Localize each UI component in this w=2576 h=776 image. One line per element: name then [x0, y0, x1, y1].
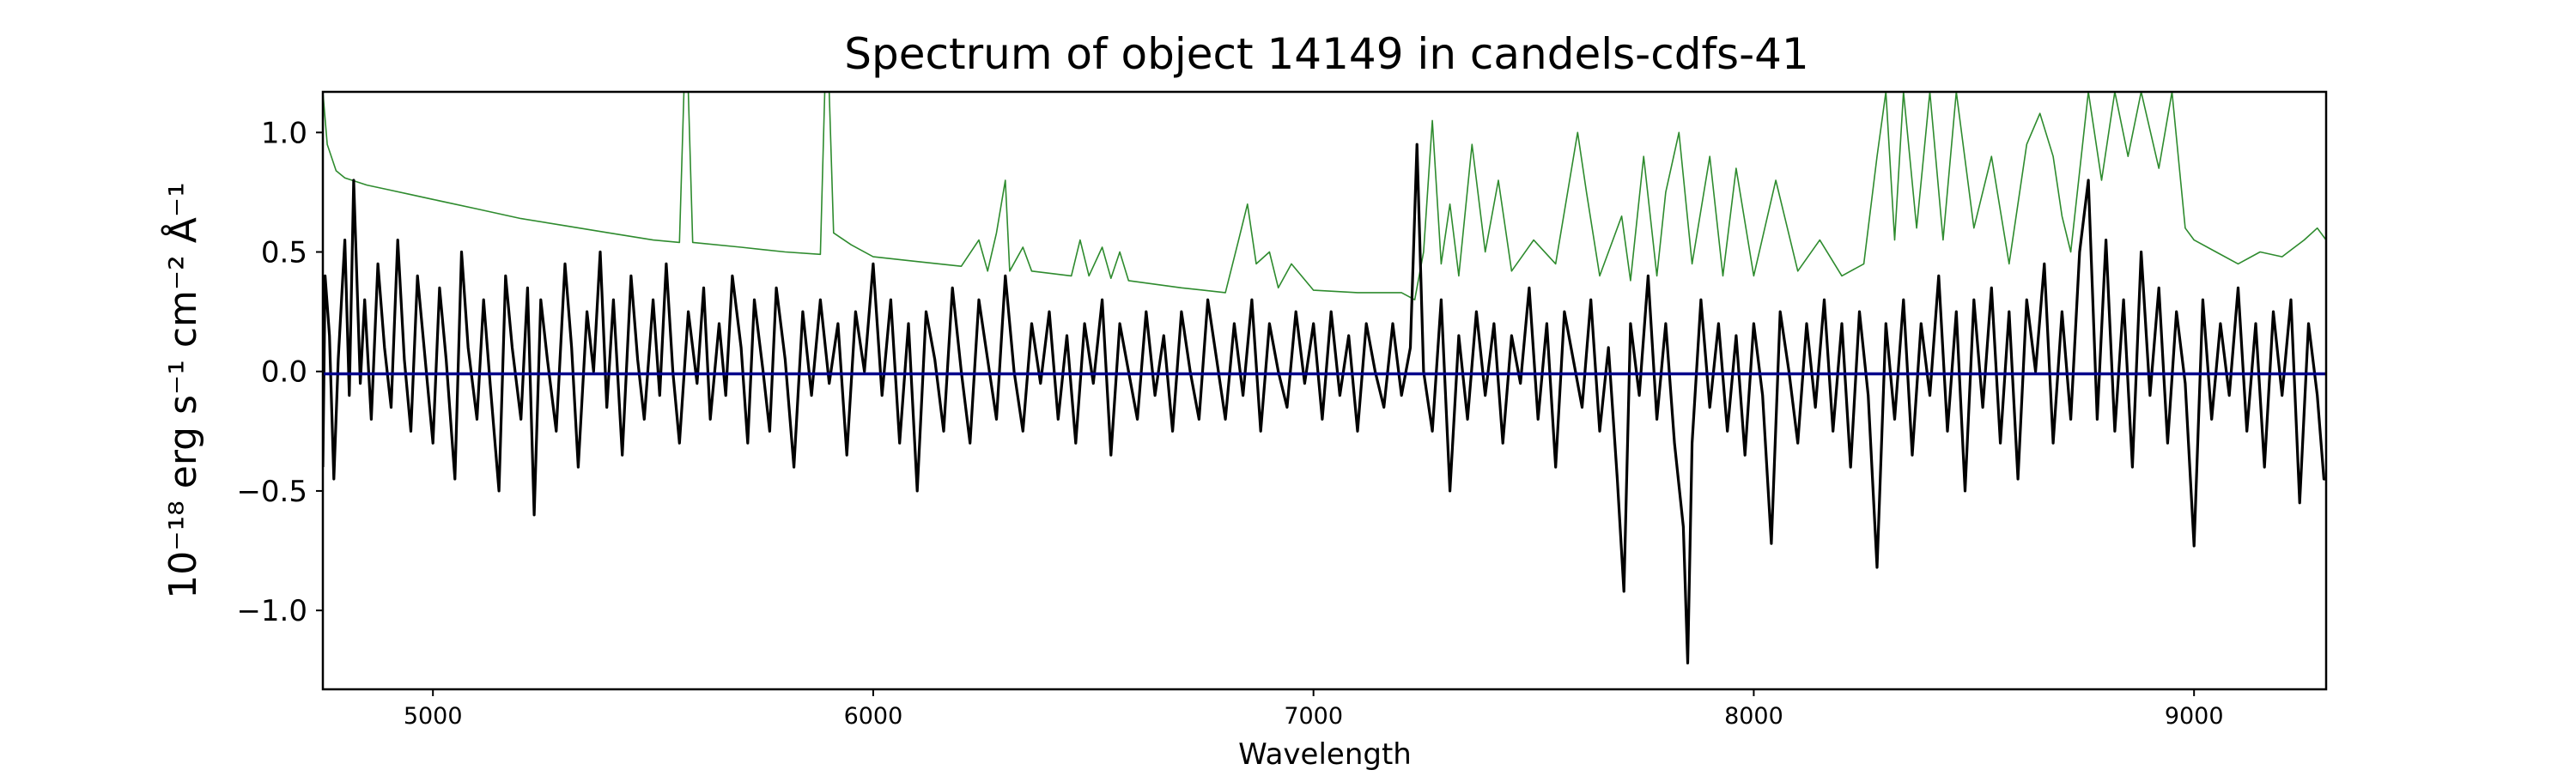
- x-tick-label: 8000: [1724, 703, 1783, 730]
- y-tick-label: 1.0: [261, 116, 307, 150]
- chart-title: Spectrum of object 14149 in candels-cdfs…: [844, 29, 1809, 79]
- plot-frame: [321, 90, 2328, 691]
- y-axis: −1.0 −0.5 0.0 0.5 1.0: [236, 116, 323, 628]
- x-axis-title: Wavelength: [1238, 737, 1412, 772]
- x-tick-label: 7000: [1284, 703, 1343, 730]
- x-tick-label: 5000: [404, 703, 463, 730]
- error-series-line: [323, 92, 2326, 301]
- y-tick-label: −0.5: [236, 475, 307, 509]
- x-axis: 5000 6000 7000 8000 9000: [404, 689, 2224, 730]
- y-axis-title: 10⁻¹⁸ erg s⁻¹ cm⁻² Å⁻¹: [160, 182, 205, 598]
- series-layer: [323, 92, 2326, 665]
- x-tick-label: 6000: [844, 703, 903, 730]
- y-tick-label: 0.5: [261, 236, 307, 270]
- flux-series-line: [323, 142, 2326, 665]
- y-tick-label: −1.0: [236, 594, 307, 628]
- y-tick-label: 0.0: [261, 355, 307, 390]
- x-tick-label: 9000: [2165, 703, 2224, 730]
